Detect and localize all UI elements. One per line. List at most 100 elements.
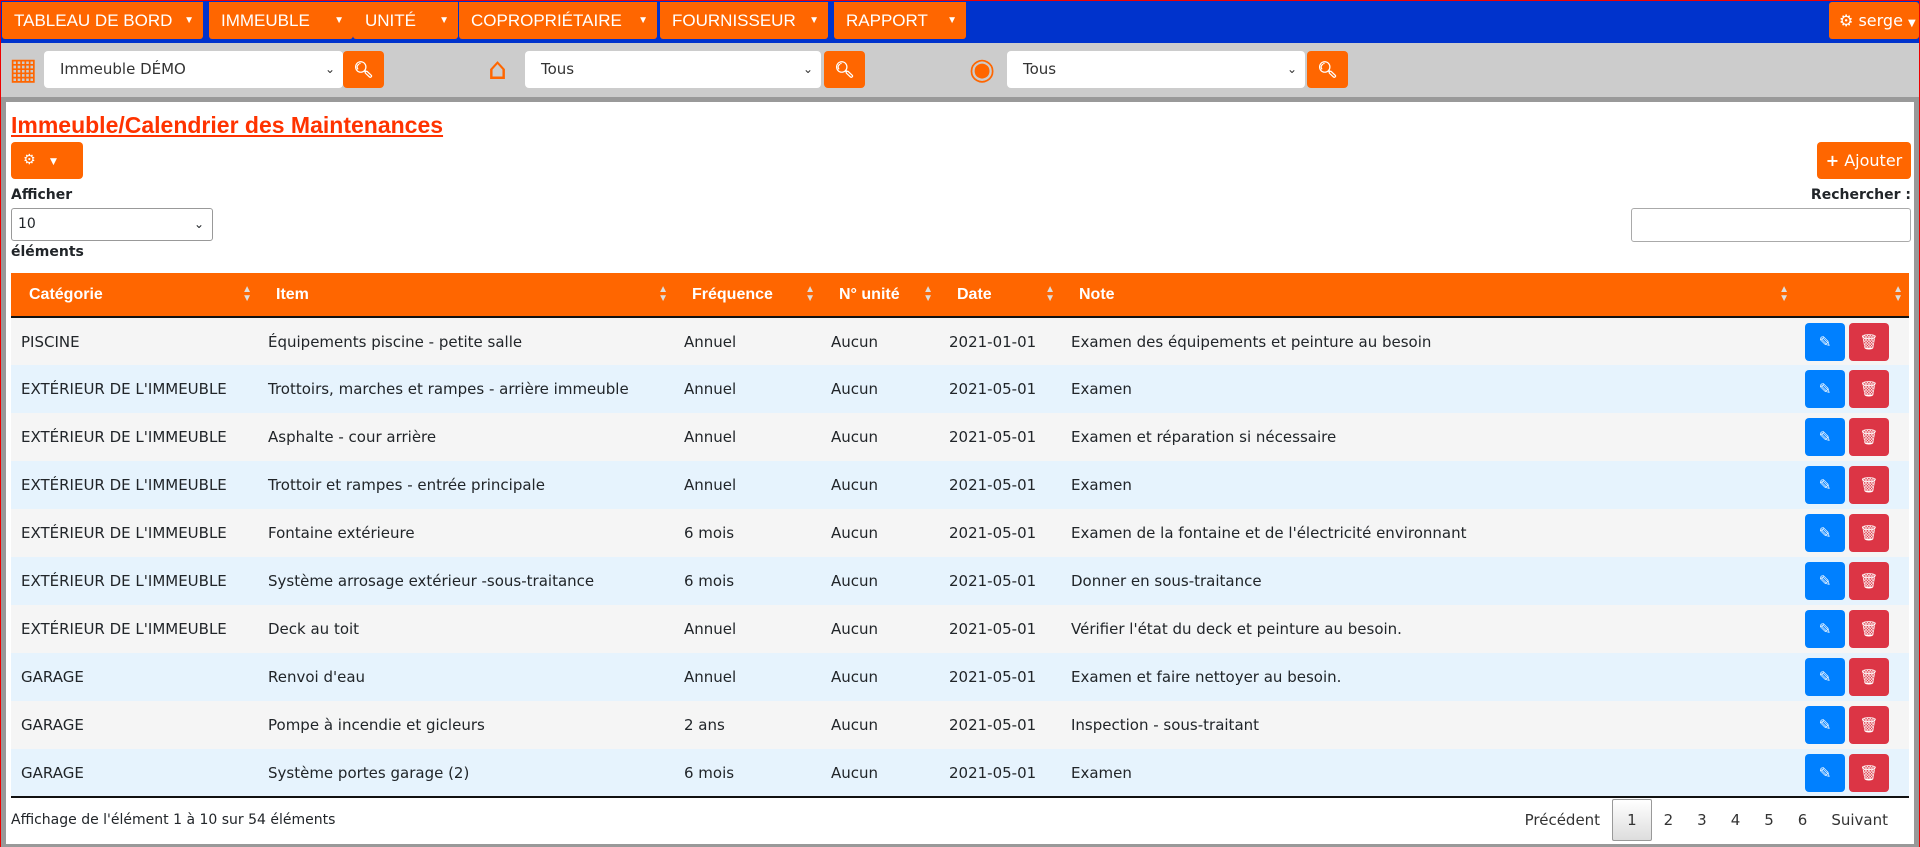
- actions-cell: ✎ 🗑︎: [1795, 365, 1909, 413]
- table-row: EXTÉRIEUR DE L'IMMEUBLE Fontaine extérieu…: [11, 509, 1909, 557]
- table-cell: 6 mois: [674, 509, 821, 557]
- delete-button[interactable]: 🗑︎: [1849, 610, 1889, 648]
- caret-down-icon: ▼: [334, 15, 344, 26]
- page-button[interactable]: 4: [1730, 811, 1741, 829]
- edit-button[interactable]: ✎: [1805, 514, 1845, 552]
- pencil-icon: ✎: [1818, 332, 1832, 351]
- table-info: Affichage de l'élément 1 à 10 sur 54 élé…: [11, 812, 336, 828]
- trash-icon: 🗑︎: [1859, 668, 1879, 686]
- building-select[interactable]: Immeuble DÉMO ⌄: [44, 51, 343, 88]
- table-cell: Pompe à incendie et gicleurs: [258, 701, 674, 749]
- table-cell: Annuel: [674, 461, 821, 509]
- column-header[interactable]: Fréquence ▲ ▼: [674, 273, 821, 318]
- table-cell: Vérifier l'état du deck et peinture au b…: [1061, 605, 1795, 653]
- table-cell: Examen: [1061, 461, 1795, 509]
- table-cell: 6 mois: [674, 749, 821, 798]
- edit-button[interactable]: ✎: [1805, 466, 1845, 504]
- unit-select[interactable]: Tous ⌄: [525, 51, 821, 88]
- edit-button[interactable]: ✎: [1805, 658, 1845, 696]
- caret-down-icon: ▼: [50, 157, 57, 167]
- delete-button[interactable]: 🗑︎: [1849, 418, 1889, 456]
- search-input[interactable]: [1631, 208, 1911, 242]
- table-row: GARAGE Pompe à incendie et gicleurs 2 ans A…: [11, 701, 1909, 749]
- owner-search-button[interactable]: 🔍︎: [1307, 51, 1348, 88]
- building-search-button[interactable]: 🔍︎: [343, 51, 384, 88]
- table-cell: EXTÉRIEUR DE L'IMMEUBLE: [11, 413, 258, 461]
- gear-icon: ⚙: [1839, 11, 1854, 30]
- caret-down-icon: ▼: [638, 15, 648, 26]
- edit-button[interactable]: ✎: [1805, 706, 1845, 744]
- table-cell: Système portes garage (2): [258, 749, 674, 798]
- table-cell: GARAGE: [11, 701, 258, 749]
- table-cell: Aucun: [821, 509, 939, 557]
- column-header[interactable]: N° unité ▲ ▼: [821, 273, 939, 318]
- edit-button[interactable]: ✎: [1805, 322, 1845, 361]
- edit-button[interactable]: ✎: [1805, 562, 1845, 600]
- page-button[interactable]: 6: [1797, 811, 1808, 829]
- actions-cell: ✎ 🗑︎: [1795, 653, 1909, 701]
- table-cell: Examen de la fontaine et de l'électricit…: [1061, 509, 1795, 557]
- page-button[interactable]: 3: [1697, 811, 1707, 829]
- table-row: EXTÉRIEUR DE L'IMMEUBLE Asphalte - cour a…: [11, 413, 1909, 461]
- sort-icon: ▲ ▼: [1045, 284, 1055, 304]
- trash-icon: 🗑︎: [1859, 332, 1879, 351]
- caret-down-icon: ▼: [1908, 18, 1916, 29]
- chevron-down-icon: ⌄: [193, 217, 204, 231]
- settings-dropdown-button[interactable]: ⚙ ▼: [11, 142, 83, 179]
- table-cell: Examen et faire nettoyer au besoin.: [1061, 653, 1795, 701]
- table-cell: Système arrosage extérieur -sous-traitan…: [258, 557, 674, 605]
- user-circle-icon: ◉: [969, 52, 996, 87]
- page-button[interactable]: 2: [1663, 811, 1674, 829]
- previous-page-button[interactable]: Précédent: [1524, 811, 1601, 829]
- unit-search-button[interactable]: 🔍︎: [824, 51, 865, 88]
- page-length-select[interactable]: 10 ⌄: [11, 208, 213, 241]
- delete-button[interactable]: 🗑︎: [1849, 658, 1889, 696]
- delete-button[interactable]: 🗑︎: [1849, 466, 1889, 504]
- nav-menu-2[interactable]: UNITÉ ▼: [353, 2, 458, 39]
- delete-button[interactable]: 🗑︎: [1849, 706, 1889, 744]
- caret-down-icon: ▼: [947, 15, 957, 26]
- page-button[interactable]: 5: [1764, 811, 1774, 829]
- delete-button[interactable]: 🗑︎: [1849, 322, 1889, 361]
- table-cell: 2021-01-01: [939, 317, 1061, 365]
- sort-icon: ▲ ▼: [242, 284, 252, 304]
- next-page-button[interactable]: Suivant: [1831, 811, 1888, 829]
- table-cell: Asphalte - cour arrière: [258, 413, 674, 461]
- edit-button[interactable]: ✎: [1805, 370, 1845, 408]
- table-cell: 2 ans: [674, 701, 821, 749]
- add-button[interactable]: + Ajouter: [1817, 142, 1911, 179]
- column-header[interactable]: Catégorie ▲ ▼: [11, 273, 258, 318]
- column-header[interactable]: ▲ ▼: [1795, 273, 1909, 318]
- actions-cell: ✎ 🗑︎: [1795, 605, 1909, 653]
- table-cell: Renvoi d'eau: [258, 653, 674, 701]
- actions-cell: ✎ 🗑︎: [1795, 317, 1909, 365]
- delete-button[interactable]: 🗑︎: [1849, 753, 1889, 792]
- table-cell: Examen et réparation si nécessaire: [1061, 413, 1795, 461]
- table-cell: EXTÉRIEUR DE L'IMMEUBLE: [11, 461, 258, 509]
- edit-button[interactable]: ✎: [1805, 610, 1845, 648]
- edit-button[interactable]: ✎: [1805, 753, 1845, 792]
- column-header[interactable]: Note ▲ ▼: [1061, 273, 1795, 318]
- user-menu[interactable]: ⚙ serge ▼: [1829, 2, 1919, 39]
- page-button[interactable]: 1: [1612, 799, 1652, 841]
- table-cell: 6 mois: [674, 557, 821, 605]
- pencil-icon: ✎: [1818, 428, 1832, 446]
- nav-menu-4[interactable]: FOURNISSEUR ▼: [660, 2, 828, 39]
- plus-icon: +: [1825, 151, 1840, 170]
- nav-menu-3[interactable]: COPROPRIÉTAIRE ▼: [459, 2, 657, 39]
- caret-down-icon: ▼: [809, 15, 819, 26]
- table-cell: GARAGE: [11, 749, 258, 798]
- nav-menu-0[interactable]: TABLEAU DE BORD ▼: [2, 2, 203, 39]
- column-header[interactable]: Item ▲ ▼: [258, 273, 674, 318]
- page-title[interactable]: Immeuble/Calendrier des Maintenances: [11, 112, 444, 138]
- nav-menu-1[interactable]: IMMEUBLE ▼: [209, 2, 353, 39]
- owner-select[interactable]: Tous ⌄: [1007, 51, 1305, 88]
- delete-button[interactable]: 🗑︎: [1849, 514, 1889, 552]
- nav-menu-5[interactable]: RAPPORT ▼: [834, 2, 966, 39]
- delete-button[interactable]: 🗑︎: [1849, 562, 1889, 600]
- edit-button[interactable]: ✎: [1805, 418, 1845, 456]
- actions-cell: ✎ 🗑︎: [1795, 461, 1909, 509]
- table-cell: Aucun: [821, 461, 939, 509]
- column-header[interactable]: Date ▲ ▼: [939, 273, 1061, 318]
- delete-button[interactable]: 🗑︎: [1849, 370, 1889, 408]
